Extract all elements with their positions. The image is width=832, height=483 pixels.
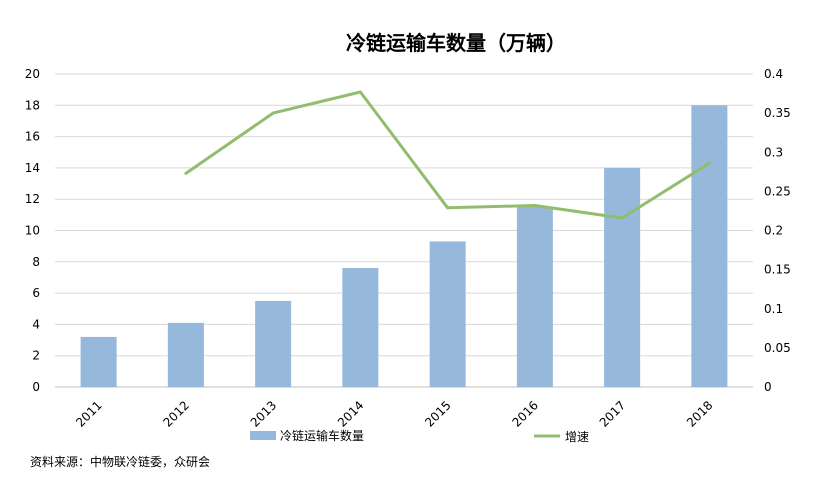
bar (167, 322, 204, 387)
right-tick-label: 0 (764, 380, 772, 394)
left-tick-label: 12 (25, 192, 40, 206)
line-point (271, 111, 275, 115)
bar (255, 300, 292, 387)
chart-title: 冷链运输车数量（万辆） (346, 31, 566, 55)
source-note: 资料来源：中物联冷链委，众研会 (30, 454, 210, 469)
line-point (533, 203, 537, 207)
left-tick-label: 16 (25, 130, 40, 144)
x-tick-label: 2018 (684, 398, 715, 429)
x-tick-label: 2014 (335, 398, 366, 429)
left-tick-label: 18 (25, 98, 40, 112)
legend-label-line: 增速 (565, 430, 589, 444)
right-tick-label: 0.05 (764, 341, 791, 355)
x-tick-label: 2016 (509, 398, 540, 429)
line-point (358, 90, 362, 94)
left-tick-label: 0 (32, 380, 40, 394)
right-tick-label: 0.15 (764, 263, 791, 277)
line-point (620, 216, 624, 220)
line-point (707, 161, 711, 165)
left-tick-label: 10 (25, 224, 40, 238)
x-tick-label: 2017 (597, 398, 628, 429)
line-series (184, 90, 711, 220)
left-tick-label: 20 (25, 67, 40, 81)
left-tick-label: 2 (32, 349, 40, 363)
line-point (184, 171, 188, 175)
right-tick-label: 0.1 (764, 302, 783, 316)
left-tick-label: 4 (32, 317, 40, 331)
left-axis-ticks: 0 2 4 6 8 10 12 14 16 18 20 (25, 67, 40, 394)
legend: 冷链运输车数量 增速 (250, 428, 589, 444)
x-tick-label: 2013 (248, 398, 279, 429)
bar (342, 268, 379, 387)
x-axis-ticks: 2011 2012 2013 2014 2015 2016 2017 2018 (73, 398, 715, 429)
legend-swatch-bars (250, 431, 276, 440)
bar (80, 336, 117, 387)
right-tick-label: 0.4 (764, 67, 783, 81)
x-tick-label: 2015 (422, 398, 453, 429)
gridlines (55, 73, 753, 388)
left-tick-label: 8 (32, 255, 40, 269)
left-tick-label: 14 (25, 161, 40, 175)
bar-series (80, 105, 728, 388)
right-tick-label: 0.3 (764, 145, 783, 159)
legend-label-bars: 冷链运输车数量 (280, 428, 364, 443)
bar (691, 105, 728, 388)
right-tick-label: 0.25 (764, 184, 791, 198)
right-axis-ticks: 0 0.05 0.1 0.15 0.2 0.25 0.3 0.35 0.4 (764, 67, 791, 394)
right-tick-label: 0.2 (764, 224, 783, 238)
bar (604, 167, 641, 387)
bar (516, 207, 553, 387)
right-tick-label: 0.35 (764, 106, 791, 120)
x-tick-label: 2011 (73, 398, 104, 429)
bar (429, 241, 466, 387)
x-tick-label: 2012 (160, 398, 191, 429)
left-tick-label: 6 (32, 286, 40, 300)
line-point (446, 206, 450, 210)
